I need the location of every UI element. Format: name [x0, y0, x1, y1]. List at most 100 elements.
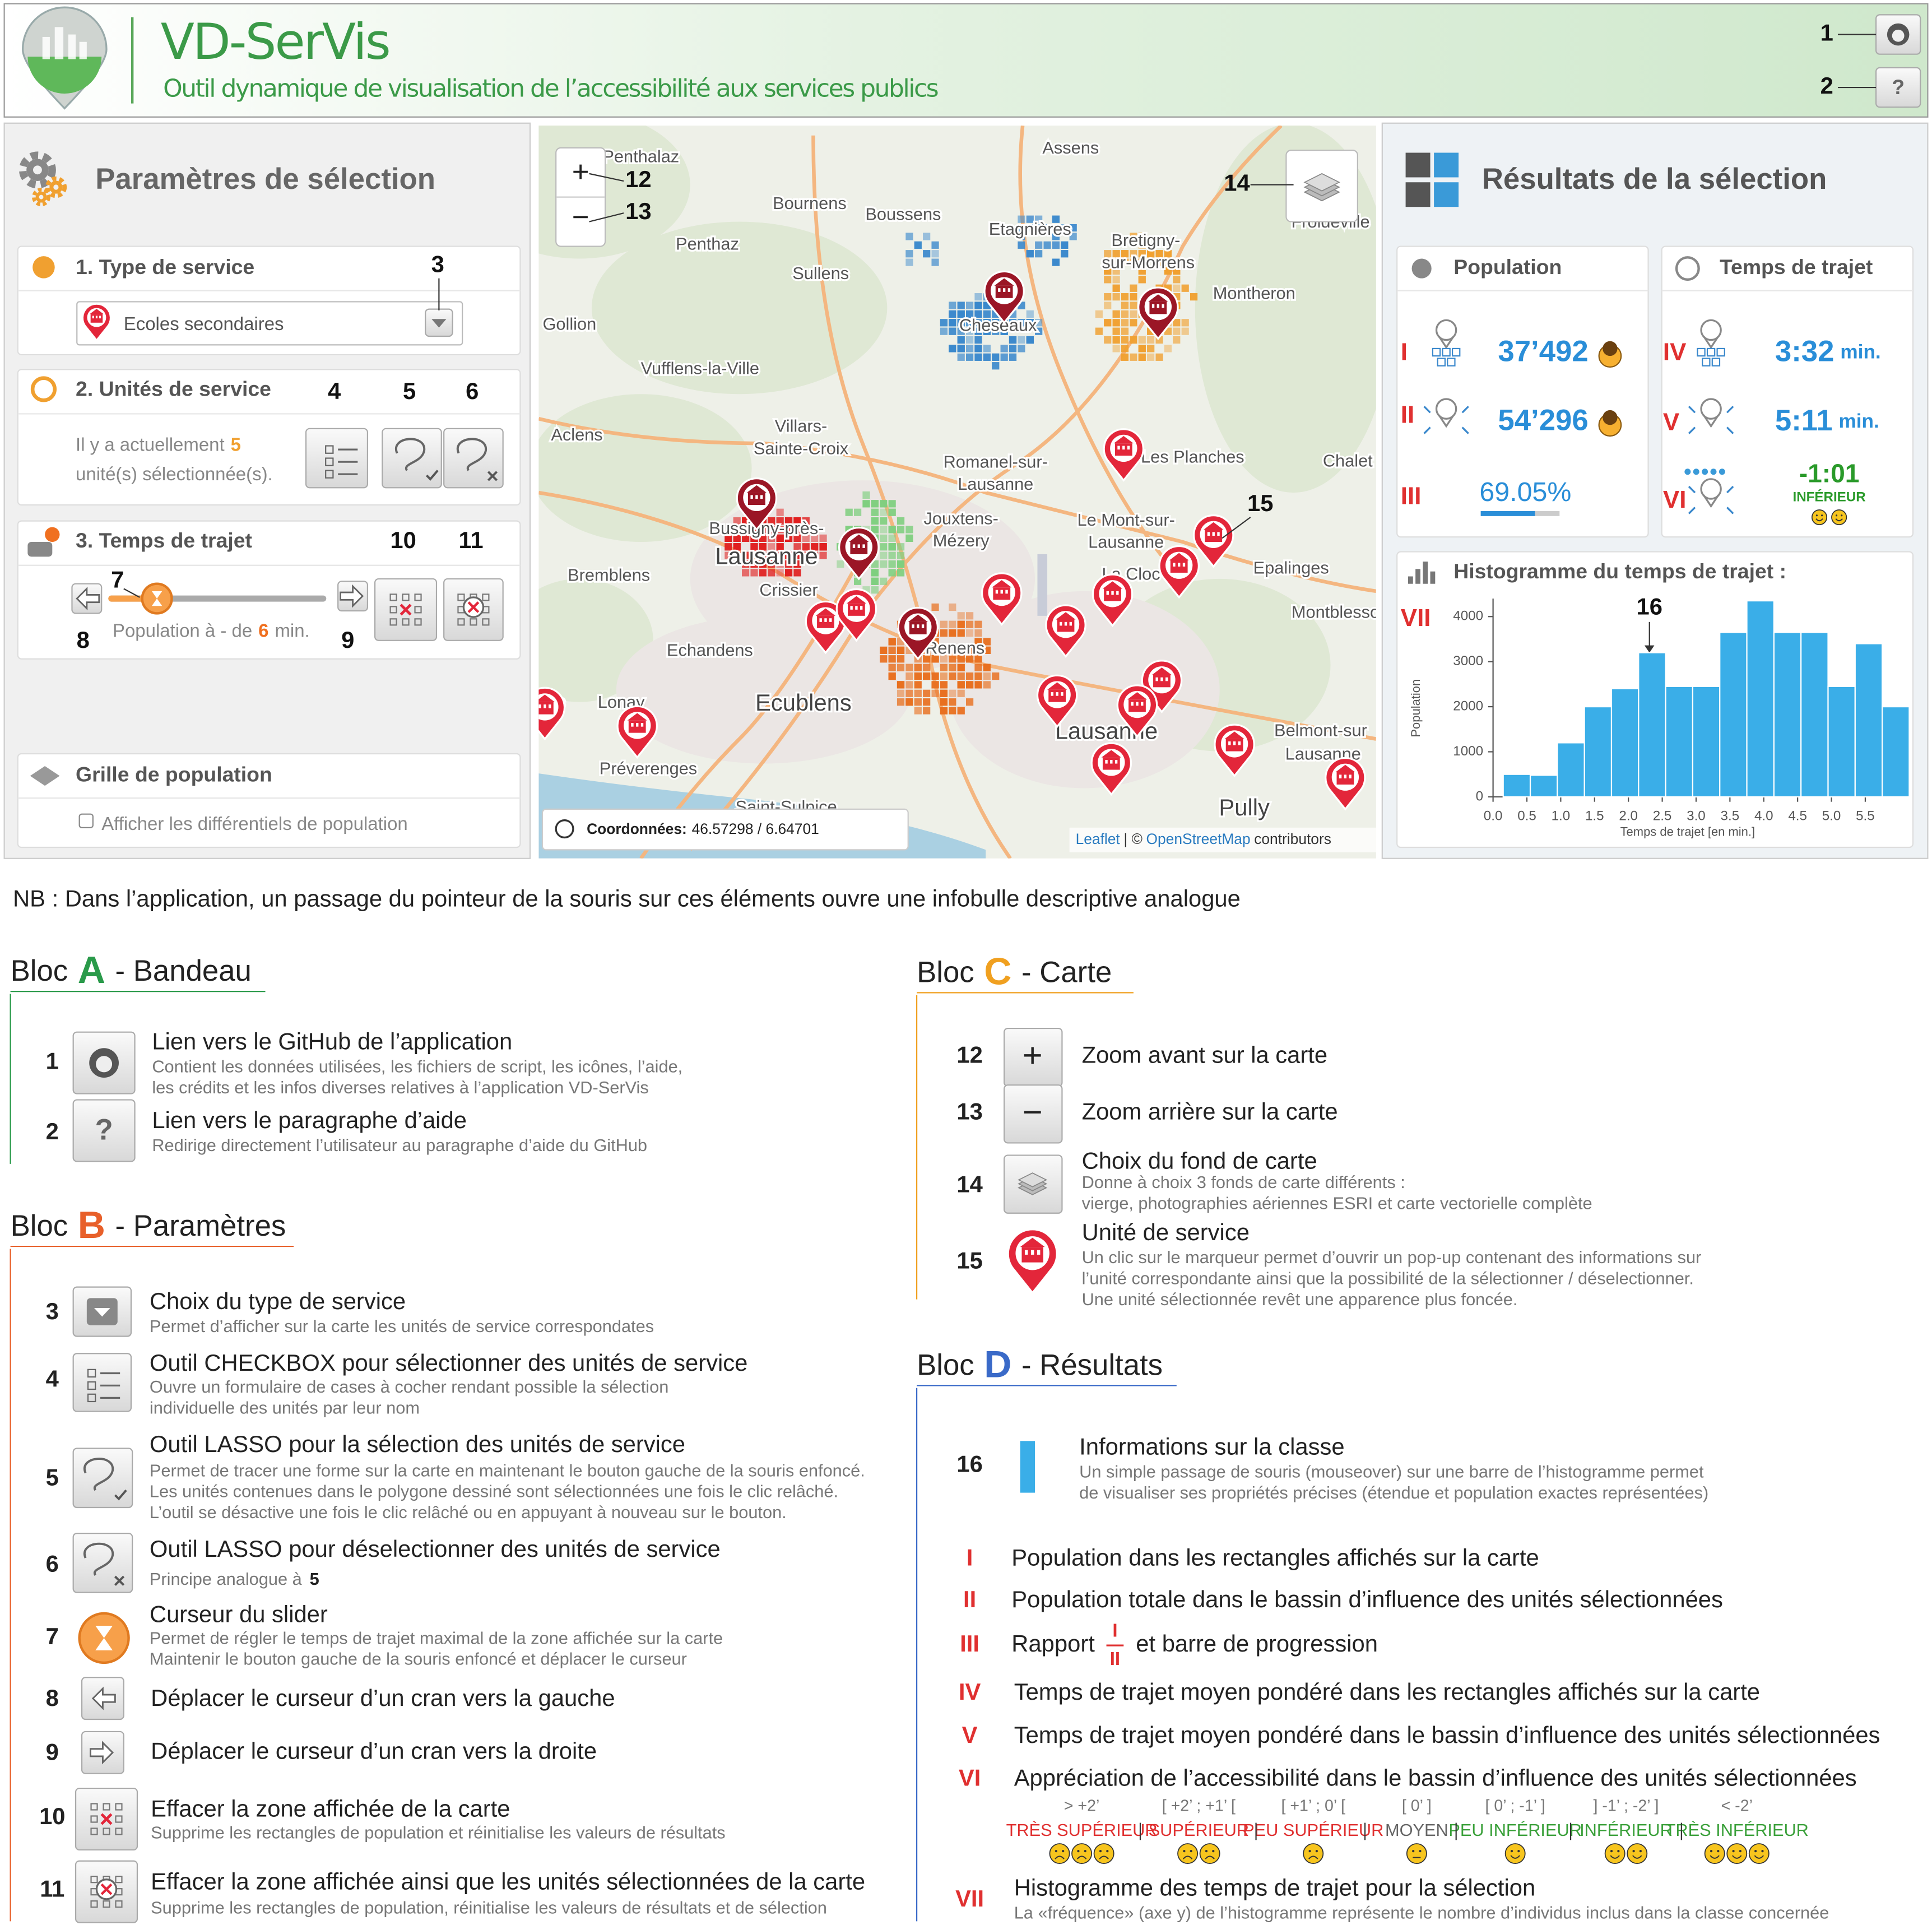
select-box[interactable] [76, 301, 463, 346]
result-value: 54’296 [1498, 404, 1588, 437]
slider-knob [78, 1612, 130, 1664]
results-icon [1434, 182, 1459, 207]
smiley [1199, 1843, 1220, 1864]
histogram-bar[interactable] [1800, 632, 1829, 798]
population-cell [966, 698, 974, 706]
service-marker[interactable] [1045, 604, 1086, 658]
service-marker[interactable] [835, 588, 877, 642]
histogram-bar[interactable] [1665, 685, 1694, 798]
text-part: contributors [1254, 831, 1331, 847]
marker-window [99, 316, 101, 319]
marker-window [631, 723, 634, 727]
population-cell [1164, 267, 1172, 275]
service-marker[interactable] [1158, 545, 1200, 599]
service-marker[interactable] [1103, 428, 1145, 482]
marker-window [1349, 774, 1352, 778]
smiley-eye [1815, 514, 1818, 517]
population-cell [871, 517, 879, 525]
lasso-icon [394, 438, 426, 471]
population-cell [759, 526, 767, 534]
service-marker[interactable] [1214, 723, 1255, 778]
population-cell [733, 543, 741, 551]
population-cell [905, 250, 913, 258]
population-cell [802, 551, 810, 559]
smiley-face [1726, 1843, 1748, 1864]
service-marker[interactable] [736, 477, 778, 531]
service-marker[interactable] [838, 526, 880, 581]
checkbox[interactable] [78, 813, 94, 828]
population-cell [1061, 224, 1069, 232]
item-number: 2 [46, 1118, 59, 1144]
place-label: Renens [925, 638, 984, 657]
histogram-bar[interactable] [1502, 773, 1531, 798]
item-description: Une unité sélectionnée revêt une apparen… [1082, 1289, 1518, 1309]
population-cell [776, 560, 784, 568]
place-label: Lausanne [958, 474, 1033, 494]
service-marker[interactable] [805, 600, 847, 655]
smiley-eye [1739, 1850, 1742, 1853]
histogram-bar[interactable] [1638, 652, 1666, 798]
histogram-bar[interactable] [1773, 632, 1802, 798]
service-marker[interactable] [616, 705, 658, 759]
marker-window [1131, 702, 1134, 706]
population-cell [811, 543, 819, 551]
item-number: 13 [956, 1098, 982, 1125]
smiley-mouth [1182, 1856, 1193, 1859]
callout-number: 10 [390, 527, 416, 553]
checkbox-icon [87, 1393, 96, 1403]
grid-cell-icon [414, 618, 422, 626]
population-cell [1138, 276, 1146, 284]
histogram-bar[interactable] [1854, 643, 1883, 798]
smiley-face [1303, 1843, 1324, 1864]
histogram-bar[interactable] [1557, 742, 1585, 798]
population-cell [784, 534, 793, 542]
pin-icon [1703, 414, 1720, 428]
marker-roof [1113, 435, 1134, 444]
population-cell [1000, 345, 1008, 352]
service-marker[interactable] [1036, 674, 1078, 729]
service-marker[interactable] [1116, 684, 1158, 738]
checkbox-tool[interactable] [305, 428, 369, 489]
population-cell [1112, 319, 1120, 327]
grid-cell-icon [457, 618, 465, 626]
marker-window [1060, 621, 1062, 626]
service-marker[interactable] [1192, 514, 1234, 568]
arrow-icon [76, 587, 100, 611]
item-title: Outil CHECKBOX pour sélectionner des uni… [150, 1349, 747, 1376]
marker-window [1051, 692, 1054, 696]
population-cell [1018, 336, 1025, 344]
histogram-bar[interactable] [1719, 632, 1748, 798]
smiley-mouth [1632, 1855, 1642, 1859]
population-cell [983, 310, 991, 318]
marker-window [636, 723, 639, 727]
population-cell [871, 577, 879, 585]
population-cell [940, 646, 948, 654]
service-marker[interactable] [1090, 742, 1132, 796]
histogram-bar[interactable] [1746, 600, 1775, 798]
lasso-select-tool[interactable] [382, 428, 442, 489]
smiley-eye [1412, 1850, 1415, 1853]
histogram-bar[interactable] [1610, 688, 1640, 798]
item-description: de visualiser ses propriétés précises (é… [1079, 1483, 1708, 1502]
histogram-bar[interactable] [1882, 706, 1910, 798]
marker-window [1238, 741, 1241, 745]
service-marker[interactable] [897, 606, 939, 661]
histogram-bar[interactable] [1529, 774, 1558, 798]
histogram-bar[interactable] [1827, 685, 1856, 798]
histogram-bar[interactable] [1583, 706, 1613, 798]
check-mark [426, 470, 439, 481]
service-marker[interactable] [981, 572, 1023, 626]
service-marker[interactable] [1137, 286, 1179, 341]
population-cell [1121, 345, 1129, 352]
population-cell [949, 689, 956, 697]
service-marker[interactable] [1325, 757, 1366, 811]
roman-numeral: II [963, 1586, 976, 1612]
population-cell [957, 672, 965, 680]
service-marker[interactable] [1092, 573, 1134, 628]
zoom-in[interactable]: + [572, 155, 589, 188]
service-marker[interactable] [983, 270, 1025, 324]
legend-icon-box [72, 1099, 136, 1162]
population-cell [914, 689, 922, 697]
service-marker[interactable] [525, 686, 566, 741]
histogram-bar[interactable] [1692, 685, 1721, 798]
